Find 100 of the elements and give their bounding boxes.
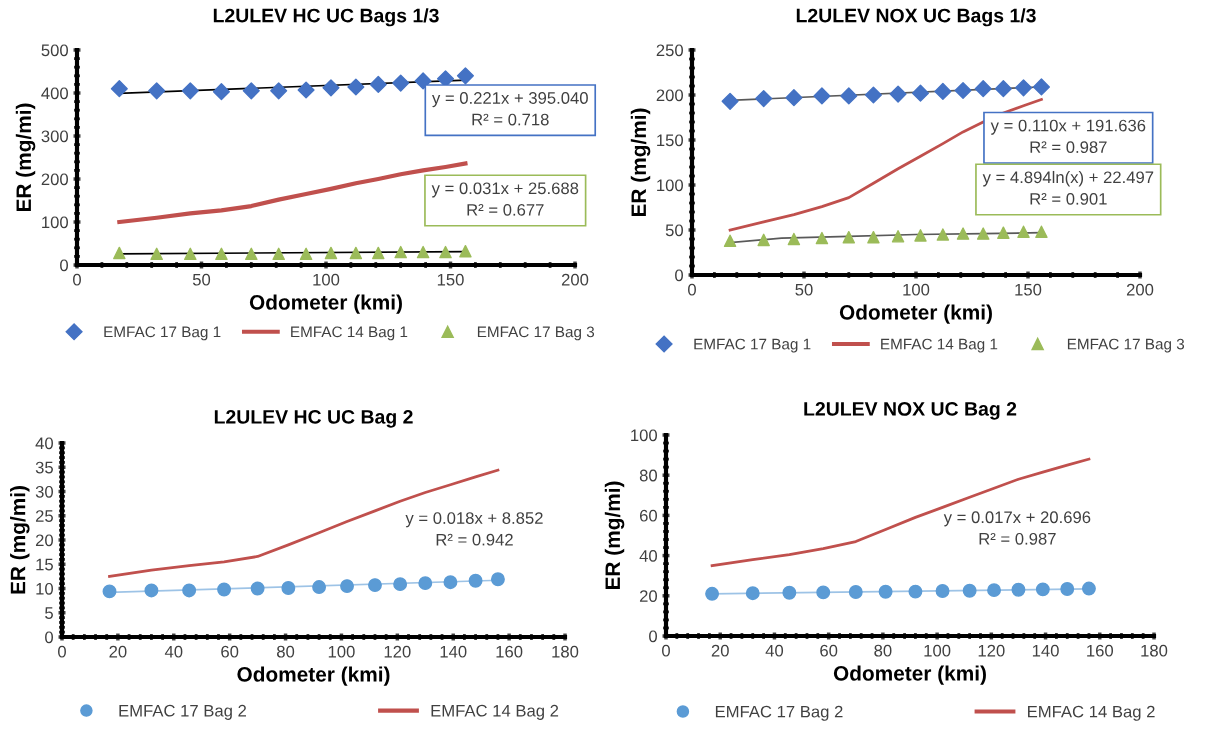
y-tick-label: 100 bbox=[657, 179, 684, 192]
legend-label: EMFAC 17 Bag 2 bbox=[119, 704, 246, 720]
point bbox=[936, 228, 950, 241]
point bbox=[182, 583, 197, 598]
x-tick-label: 40 bbox=[164, 645, 183, 658]
point bbox=[392, 74, 410, 92]
y-tick-label: 200 bbox=[656, 89, 684, 102]
x-tick-label: 0 bbox=[688, 283, 696, 296]
point bbox=[281, 581, 296, 595]
y-tick-label: 20 bbox=[639, 590, 658, 602]
legend-label: EMFAC 14 Bag 2 bbox=[431, 704, 559, 720]
chart-title: L2ULEV NOX UC Bags 1/3 bbox=[796, 8, 1036, 27]
point bbox=[459, 244, 472, 258]
point bbox=[994, 80, 1012, 98]
point bbox=[150, 247, 163, 261]
point bbox=[974, 80, 992, 98]
point bbox=[723, 234, 737, 248]
x-axis-title: Odometer (kmi) bbox=[237, 666, 390, 686]
point bbox=[393, 577, 408, 592]
annotation: y = 0.031x + 25.688 R² = 0.677 bbox=[431, 182, 579, 216]
point bbox=[110, 80, 128, 98]
chart-title: L2ULEV HC UC Bags 1/3 bbox=[213, 8, 439, 27]
x-axis-title: Odometer (kmi) bbox=[249, 294, 402, 314]
point bbox=[215, 247, 228, 261]
y-tick-label: 250 bbox=[656, 44, 684, 57]
point bbox=[954, 81, 972, 100]
legend-label: EMFAC 17 Bag 1 bbox=[104, 326, 221, 341]
point bbox=[840, 87, 858, 105]
point bbox=[956, 227, 970, 240]
chart-title: L2ULEV NOX UC Bag 2 bbox=[804, 401, 1017, 420]
y-tick-label: 50 bbox=[665, 224, 684, 237]
x-tick-label: 160 bbox=[496, 645, 523, 658]
point bbox=[322, 79, 340, 97]
x-tick-label: 150 bbox=[437, 273, 464, 286]
point bbox=[372, 246, 385, 260]
point bbox=[312, 580, 327, 594]
legend-label: EMFAC 17 Bag 3 bbox=[477, 326, 595, 341]
point bbox=[369, 75, 387, 93]
y-tick-label: 40 bbox=[35, 437, 54, 450]
point bbox=[867, 230, 880, 244]
x-tick-label: 160 bbox=[1087, 644, 1114, 657]
y-tick-label: 0 bbox=[649, 630, 658, 643]
point bbox=[456, 67, 474, 85]
point bbox=[787, 232, 801, 246]
point bbox=[997, 226, 1010, 239]
point bbox=[148, 82, 166, 100]
y-tick-label: 100 bbox=[42, 216, 69, 229]
y-tick-label: 40 bbox=[639, 550, 658, 562]
point bbox=[144, 583, 159, 598]
point bbox=[490, 572, 505, 587]
point bbox=[976, 227, 990, 240]
point bbox=[813, 87, 831, 105]
x-tick-label: 80 bbox=[874, 644, 892, 657]
point bbox=[889, 85, 907, 103]
x-tick-label: 140 bbox=[1032, 644, 1059, 657]
point bbox=[815, 231, 829, 245]
y-tick-label: 400 bbox=[41, 87, 69, 100]
line-series bbox=[710, 457, 1091, 568]
annotation: y = 0.018x + 8.852 R² = 0.942 bbox=[405, 512, 543, 546]
point bbox=[113, 246, 126, 260]
x-tick-label: 180 bbox=[1141, 644, 1168, 657]
x-tick-label: 200 bbox=[561, 273, 589, 286]
point bbox=[245, 247, 258, 261]
x-tick-label: 150 bbox=[1015, 283, 1042, 296]
annotation: y = 4.894ln(x) + 22.497 R² = 0.901 bbox=[982, 170, 1154, 205]
point bbox=[934, 82, 952, 100]
point bbox=[418, 576, 433, 591]
point bbox=[270, 82, 288, 100]
point bbox=[1035, 225, 1048, 239]
y-axis-title: ER (mg/mi) bbox=[10, 486, 30, 594]
legend-label: EMFAC 14 Bag 1 bbox=[291, 326, 408, 341]
y-tick-label: 35 bbox=[35, 461, 53, 474]
y-tick-label: 500 bbox=[41, 44, 69, 57]
point bbox=[368, 578, 382, 593]
point bbox=[1032, 78, 1050, 96]
point bbox=[416, 245, 430, 259]
point bbox=[1014, 79, 1033, 97]
y-tick-label: 30 bbox=[35, 485, 54, 498]
point bbox=[217, 582, 232, 597]
point bbox=[340, 579, 354, 594]
y-tick-label: 15 bbox=[36, 558, 53, 571]
point bbox=[102, 584, 117, 599]
point bbox=[184, 247, 197, 261]
x-tick-label: 100 bbox=[924, 644, 951, 657]
x-tick-label: 100 bbox=[328, 645, 355, 658]
point bbox=[394, 245, 407, 259]
x-tick-label: 100 bbox=[903, 283, 930, 296]
point bbox=[891, 230, 905, 243]
point bbox=[468, 573, 483, 588]
y-tick-label: 5 bbox=[45, 607, 53, 619]
x-tick-label: 140 bbox=[440, 645, 467, 658]
x-tick-label: 20 bbox=[711, 644, 729, 657]
x-tick-label: 60 bbox=[820, 644, 838, 657]
x-tick-label: 60 bbox=[221, 645, 239, 658]
y-axis-title: ER (mg/mi) bbox=[630, 108, 651, 217]
y-axis-title: ER (mg/mi) bbox=[604, 481, 625, 590]
point bbox=[721, 92, 739, 110]
point bbox=[212, 83, 230, 101]
point bbox=[347, 78, 365, 96]
y-tick-label: 0 bbox=[45, 631, 54, 644]
